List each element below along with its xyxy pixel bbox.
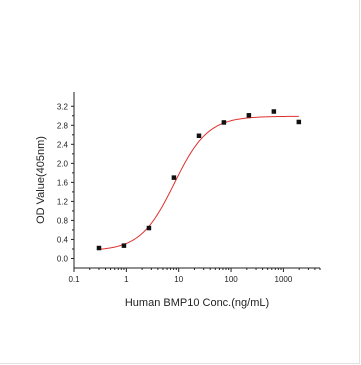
y-tick-label: 1.6 [57, 178, 69, 187]
y-tick-label: 2.4 [57, 140, 69, 149]
data-point [296, 119, 302, 125]
x-tick-label: 0.1 [68, 275, 80, 284]
y-tick-label: 0.8 [57, 216, 69, 225]
data-point [271, 109, 277, 114]
data-point [196, 133, 202, 139]
x-tick-label: 1000 [275, 275, 293, 284]
data-point [171, 175, 177, 180]
y-tick-label: 0.0 [57, 254, 69, 263]
y-tick-label: 2.0 [57, 159, 69, 168]
data-points [96, 109, 302, 251]
x-tick-label: 100 [224, 275, 238, 284]
y-tick-label: 1.2 [57, 197, 69, 206]
x-ticks: 0.1 1 10 100 1000 [68, 268, 321, 284]
data-point [146, 225, 152, 231]
fit-curve [98, 115, 299, 250]
y-tick-label: 2.8 [57, 121, 69, 130]
data-point [96, 245, 102, 251]
y-axis-title: OD Value(405nm) [35, 136, 47, 224]
y-tick-label: 0.4 [57, 235, 69, 244]
y-tick-label: 3.2 [57, 102, 69, 111]
x-axis-title: Human BMP10 Conc.(ng/mL) [125, 297, 269, 309]
y-ticks: 0.0 0.4 0.8 1.2 1.6 2.0 2.4 2.8 3.2 [57, 102, 74, 263]
x-tick-label: 10 [174, 275, 183, 284]
x-tick-label: 1 [124, 275, 129, 284]
data-point [246, 113, 252, 118]
axes [73, 92, 320, 269]
data-point [121, 243, 127, 248]
data-point [221, 120, 227, 125]
